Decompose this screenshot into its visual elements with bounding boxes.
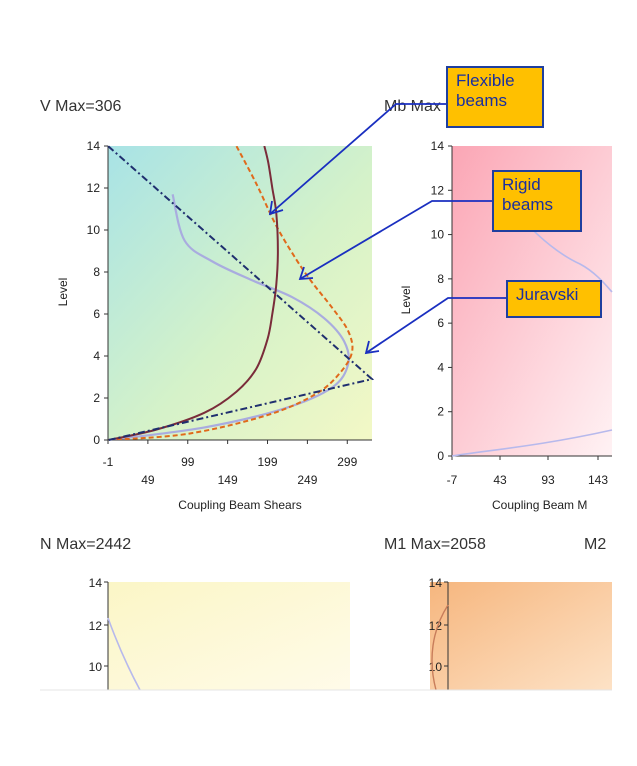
mb-ytick-label: 0	[437, 449, 444, 463]
v-ytick-label: 2	[93, 391, 100, 405]
v-ytick-label: 4	[93, 349, 100, 363]
juravski-series-line	[107, 145, 375, 441]
mb-ytick-label: 6	[437, 316, 444, 330]
mb-xtick-label: 143	[588, 473, 608, 487]
m1-ytick-label: 10	[429, 660, 443, 674]
mb-xtick-label: 43	[493, 473, 507, 487]
mb-ytick-label: 12	[431, 183, 445, 197]
mb-ytick-label: 4	[437, 360, 444, 374]
v-plot-area	[108, 146, 372, 440]
juravski-callout: Juravski	[506, 280, 602, 318]
mb-light-curve-upper	[524, 221, 613, 293]
v-ytick-label: 12	[87, 181, 101, 195]
n-ytick-label: 12	[89, 619, 103, 633]
v-ytick-label: 14	[87, 139, 101, 153]
flexible-series-line	[108, 146, 279, 440]
mb-y-axis-label: Level	[399, 286, 413, 315]
v-xtick-label: 299	[337, 455, 357, 469]
mb-panel-title: Mb Max	[384, 98, 441, 115]
callout-arrows	[269, 103, 506, 354]
v-xtick-label: 99	[181, 455, 195, 469]
v-xtick-label: 249	[297, 473, 317, 487]
flexible-arrow	[269, 103, 446, 215]
juravski-arrow	[365, 297, 506, 354]
flexible-beams-callout: Flexible beams	[446, 66, 544, 128]
light-series-line	[108, 194, 350, 440]
arrow-heads	[268, 200, 380, 355]
rigid-arrow	[299, 200, 492, 280]
mb-ytick-label: 2	[437, 405, 444, 419]
m1-ytick-label: 14	[429, 576, 443, 590]
mb-ytick-label: 8	[437, 272, 444, 286]
v-ytick-label: 0	[93, 433, 100, 447]
mb-x-axis-label: Coupling Beam M	[492, 498, 587, 512]
mb-xtick-label: 93	[541, 473, 555, 487]
n-ytick-label: 14	[89, 576, 103, 590]
n-ytick-label: 10	[89, 660, 103, 674]
m1-plot-area	[430, 582, 612, 690]
n-plot-area	[108, 582, 350, 690]
mb-light-curve-lower	[451, 429, 613, 457]
n-panel-title: N Max=2442	[40, 536, 132, 553]
v-xtick-label: 149	[218, 473, 238, 487]
v-panel-title: V Max=306	[40, 98, 122, 115]
mb-ytick-label: 10	[431, 228, 445, 242]
v-ytick-label: 8	[93, 265, 100, 279]
v-xtick-label: 49	[141, 473, 155, 487]
v-x-axis-label: Coupling Beam Shears	[178, 498, 301, 512]
m2-panel-title: M2	[584, 536, 607, 553]
mb-xtick-label: -7	[447, 473, 458, 487]
v-xtick-label: 199	[258, 455, 278, 469]
mb-ytick-label: 14	[431, 139, 445, 153]
v-ytick-label: 6	[93, 307, 100, 321]
v-ytick-label: 10	[87, 223, 101, 237]
m1-curve	[431, 604, 449, 691]
n-light-curve	[107, 617, 141, 691]
m1-panel-title: M1 Max=2058	[384, 536, 486, 553]
v-xtick-label: -1	[103, 455, 114, 469]
rigid-beams-callout: Rigid beams	[492, 170, 582, 232]
v-y-axis-label: Level	[56, 278, 70, 307]
